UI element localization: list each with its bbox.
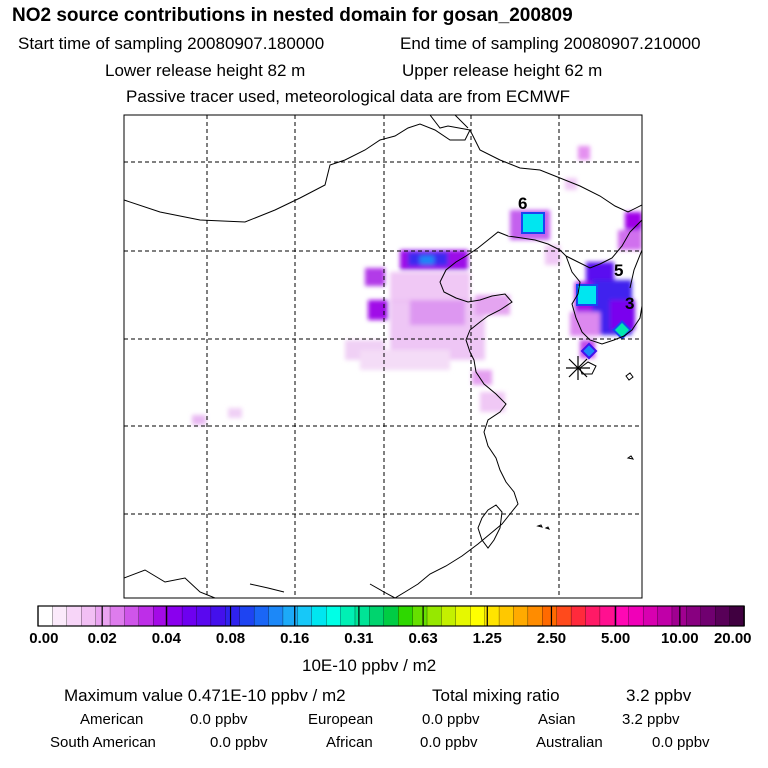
region-value: 0.0 ppbv bbox=[190, 711, 248, 728]
colorbar-cell bbox=[196, 605, 212, 627]
colorbar-tick-label: 0.63 bbox=[408, 630, 438, 647]
colorbar-cell bbox=[167, 605, 183, 627]
colorbar-cell bbox=[383, 605, 399, 627]
colorbar-cell bbox=[297, 605, 313, 627]
source-label-6: 6 bbox=[518, 194, 527, 213]
region-name: African bbox=[326, 734, 373, 751]
tracer-text: Passive tracer used, meteorological data… bbox=[126, 87, 571, 106]
colorbar-cell bbox=[686, 605, 702, 627]
colorbar-cell bbox=[398, 605, 414, 627]
colorbar-cell bbox=[268, 605, 284, 627]
colorbar-tick-label: 10.00 bbox=[661, 630, 699, 647]
colorbar-cell bbox=[642, 605, 659, 627]
colorbar-cell bbox=[239, 605, 255, 627]
plot-title: NO2 source contributions in nested domai… bbox=[12, 5, 573, 26]
colorbar-cell bbox=[715, 605, 731, 627]
colorbar-cell bbox=[354, 605, 371, 627]
colorbar-tick-label: 1.25 bbox=[472, 630, 502, 647]
colorbar-tick-label: 5.00 bbox=[601, 630, 631, 647]
colorbar bbox=[37, 605, 745, 627]
colorbar-cell bbox=[66, 605, 82, 627]
colorbar-cell bbox=[37, 605, 54, 627]
source-label-5: 5 bbox=[614, 261, 623, 280]
region-name: Asian bbox=[538, 711, 576, 728]
colorbar-tick-label: 0.08 bbox=[215, 630, 246, 647]
colorbar-cell bbox=[326, 605, 342, 627]
colorbar-cell bbox=[369, 605, 385, 627]
coastlines bbox=[124, 115, 642, 598]
colorbar-cell bbox=[282, 605, 299, 627]
colorbar-cell bbox=[412, 605, 428, 627]
region-value: 3.2 ppbv bbox=[622, 711, 680, 728]
region-value: 0.0 ppbv bbox=[420, 734, 478, 751]
colorbar-tick-label: 2.50 bbox=[536, 630, 567, 647]
upper-release-text: Upper release height 62 m bbox=[402, 61, 603, 80]
colorbar-cell bbox=[311, 605, 327, 627]
colorbar-cell bbox=[109, 605, 126, 627]
region-name: Australian bbox=[536, 734, 603, 751]
colorbar-cell bbox=[52, 605, 68, 627]
maximum-value-text: Maximum value 0.471E-10 ppbv / m2 bbox=[64, 686, 346, 705]
region-name: South American bbox=[50, 734, 156, 751]
colorbar-cell bbox=[513, 605, 529, 627]
colorbar-cell bbox=[556, 605, 572, 627]
colorbar-tick-label: 0.00 bbox=[29, 630, 59, 647]
taiwan-outline bbox=[477, 504, 503, 549]
start-time-text: Start time of sampling 20080907.180000 bbox=[18, 34, 325, 53]
colorbar-cell bbox=[542, 605, 558, 627]
station-marker-icon bbox=[566, 356, 590, 380]
colorbar-cell bbox=[498, 605, 515, 627]
colorbar-cell bbox=[138, 605, 155, 627]
colorbar-cell bbox=[455, 605, 471, 627]
colorbar-cell bbox=[599, 605, 616, 627]
colorbar-cell bbox=[441, 605, 457, 627]
colorbar-cell bbox=[340, 605, 356, 627]
colorbar-cell bbox=[81, 605, 97, 627]
region-value: 0.0 ppbv bbox=[652, 734, 710, 751]
colorbar-cell bbox=[570, 605, 587, 627]
end-time-text: End time of sampling 20080907.210000 bbox=[400, 34, 701, 53]
colorbar-tick-label: 0.02 bbox=[87, 630, 117, 647]
lower-release-text: Lower release height 82 m bbox=[105, 61, 306, 80]
total-mixing-label: Total mixing ratio bbox=[432, 686, 560, 705]
map-frame bbox=[123, 114, 643, 599]
colorbar-cell bbox=[181, 605, 198, 627]
colorbar-cell bbox=[657, 605, 673, 627]
colorbar-cell bbox=[253, 605, 270, 627]
colorbar-tick-label: 0.31 bbox=[344, 630, 374, 647]
colorbar-tick-label: 20.00 bbox=[713, 630, 752, 647]
colorbar-cell bbox=[729, 605, 745, 627]
colorbar-cell bbox=[527, 605, 544, 627]
colorbar-cell bbox=[124, 605, 140, 627]
colorbar-tick-label: 0.16 bbox=[280, 630, 310, 647]
concentration-plumes bbox=[192, 146, 642, 425]
concentration-hotspots bbox=[521, 212, 632, 360]
colorbar-cell bbox=[470, 605, 486, 627]
colorbar-tick-label: 0.04 bbox=[151, 630, 181, 647]
region-value: 0.0 ppbv bbox=[422, 711, 480, 728]
colorbar-cell bbox=[225, 605, 241, 627]
colorbar-cell bbox=[426, 605, 443, 627]
colorbar-cell bbox=[700, 605, 716, 627]
graticule bbox=[124, 115, 642, 598]
colorbar-cell bbox=[628, 605, 644, 627]
colorbar-unit: 10E-10 ppbv / m2 bbox=[302, 656, 437, 675]
colorbar-cell bbox=[210, 605, 227, 627]
colorbar-cell bbox=[95, 605, 111, 627]
colorbar-cell bbox=[585, 605, 601, 627]
region-name: European bbox=[308, 711, 374, 728]
total-mixing-value: 3.2 ppbv bbox=[626, 686, 692, 705]
colorbar-cell bbox=[614, 605, 630, 627]
region-value: 0.0 ppbv bbox=[210, 734, 268, 751]
source-label-3: 3 bbox=[625, 294, 634, 313]
region-name: American bbox=[80, 711, 144, 728]
